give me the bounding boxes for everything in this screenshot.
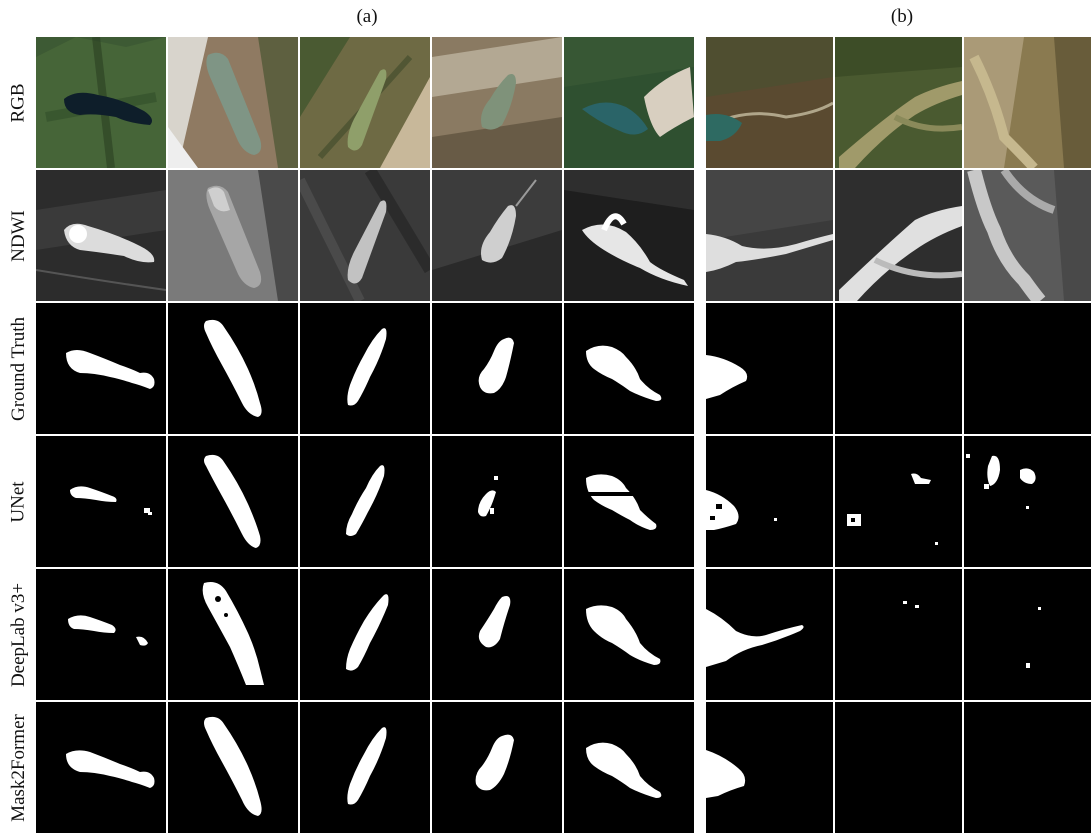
row-label-deeplab: DeepLab v3+ (8, 582, 29, 687)
mask-gt-b2 (835, 303, 962, 434)
image-ndwi-a2 (168, 170, 298, 301)
mask-deeplab-a4 (432, 569, 562, 700)
mask-unet-a5 (564, 436, 694, 567)
mask-unet-a1 (36, 436, 166, 567)
mask-gt-a3 (300, 303, 430, 434)
image-ndwi-b1 (706, 170, 833, 301)
mask-m2f-a3 (300, 702, 430, 833)
panel-b-label: (b) (890, 6, 914, 27)
mask-unet-b3 (964, 436, 1091, 567)
mask-gt-a1 (36, 303, 166, 434)
mask-gt-a4 (432, 303, 562, 434)
image-ndwi-a3 (300, 170, 430, 301)
mask-deeplab-a1 (36, 569, 166, 700)
image-rgb-b1 (706, 37, 833, 168)
row-label-ndwi: NDWI (8, 209, 30, 262)
image-rgb-a3 (300, 37, 430, 168)
mask-m2f-a2 (168, 702, 298, 833)
mask-deeplab-a2 (168, 569, 298, 700)
mask-m2f-b3 (964, 702, 1091, 833)
mask-deeplab-b2 (835, 569, 962, 700)
panel-a-label: (a) (356, 6, 378, 27)
mask-m2f-a4 (432, 702, 562, 833)
panel-a-image-grid (36, 37, 694, 833)
image-rgb-b2 (835, 37, 962, 168)
image-ndwi-a5 (564, 170, 694, 301)
row-label-rgb: RGB (8, 82, 30, 123)
image-ndwi-b3 (964, 170, 1091, 301)
mask-gt-a2 (168, 303, 298, 434)
row-label-mask2former: Mask2Former (8, 713, 29, 822)
mask-unet-a2 (168, 436, 298, 567)
image-rgb-a1 (36, 37, 166, 168)
image-rgb-a2 (168, 37, 298, 168)
panel-b-image-grid (706, 37, 1091, 833)
mask-unet-b1 (706, 436, 833, 567)
mask-unet-b2 (835, 436, 962, 567)
mask-deeplab-b3 (964, 569, 1091, 700)
mask-deeplab-a5 (564, 569, 694, 700)
row-label-ground-truth: Ground Truth (8, 316, 29, 421)
mask-m2f-b2 (835, 702, 962, 833)
image-rgb-b3 (964, 37, 1091, 168)
mask-unet-a4 (432, 436, 562, 567)
image-ndwi-b2 (835, 170, 962, 301)
mask-gt-b1 (706, 303, 833, 434)
mask-deeplab-a3 (300, 569, 430, 700)
mask-unet-a3 (300, 436, 430, 567)
mask-gt-a5 (564, 303, 694, 434)
image-ndwi-a1 (36, 170, 166, 301)
image-ndwi-a4 (432, 170, 562, 301)
image-rgb-a4 (432, 37, 562, 168)
mask-m2f-b1 (706, 702, 833, 833)
mask-gt-b3 (964, 303, 1091, 434)
image-rgb-a5 (564, 37, 694, 168)
mask-deeplab-b1 (706, 569, 833, 700)
mask-m2f-a1 (36, 702, 166, 833)
row-label-unet: UNet (8, 480, 29, 523)
mask-m2f-a5 (564, 702, 694, 833)
